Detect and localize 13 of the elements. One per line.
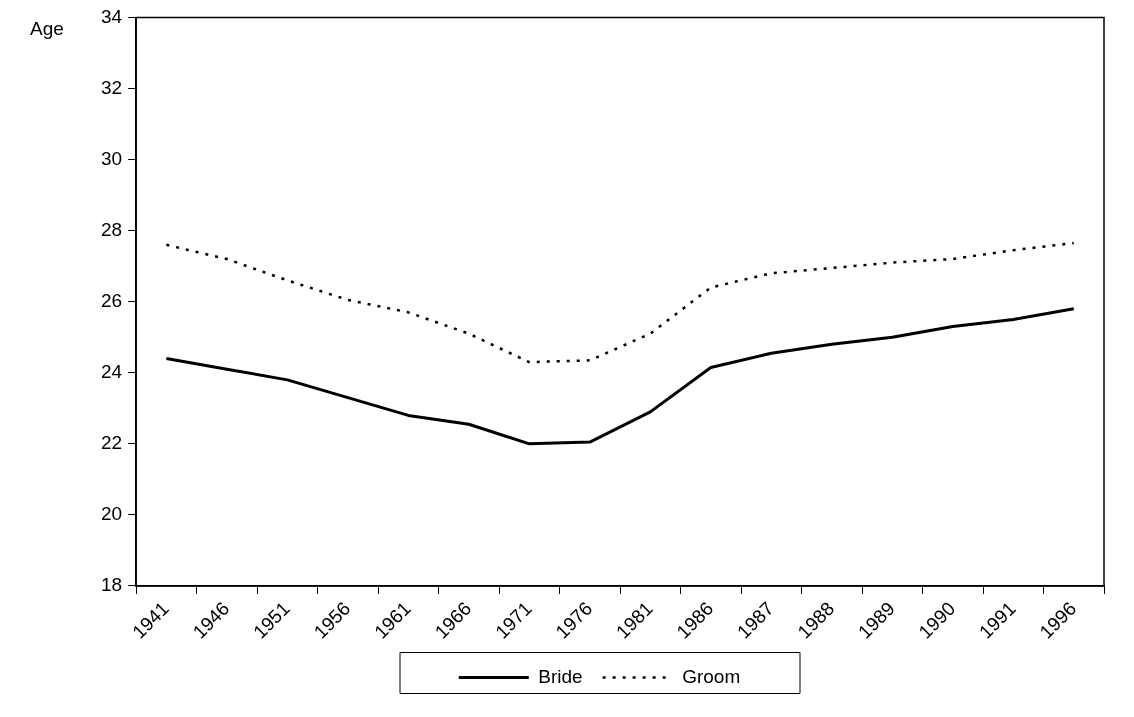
y-tick-label: 22 <box>100 432 123 454</box>
y-tick-label: 34 <box>100 5 123 27</box>
y-tick-label: 18 <box>100 574 123 596</box>
line-series <box>165 241 1075 364</box>
legend-label: Bride <box>538 665 583 687</box>
legend-label: Groom <box>682 665 741 687</box>
y-tick-label: 26 <box>100 289 123 311</box>
y-axis-title: Age <box>30 17 64 39</box>
y-tick-label: 24 <box>100 361 123 382</box>
y-tick-label: 30 <box>100 147 123 169</box>
y-tick-label: 32 <box>100 76 123 98</box>
y-tick-label: 28 <box>100 218 123 240</box>
y-tick-label: 20 <box>100 503 123 525</box>
